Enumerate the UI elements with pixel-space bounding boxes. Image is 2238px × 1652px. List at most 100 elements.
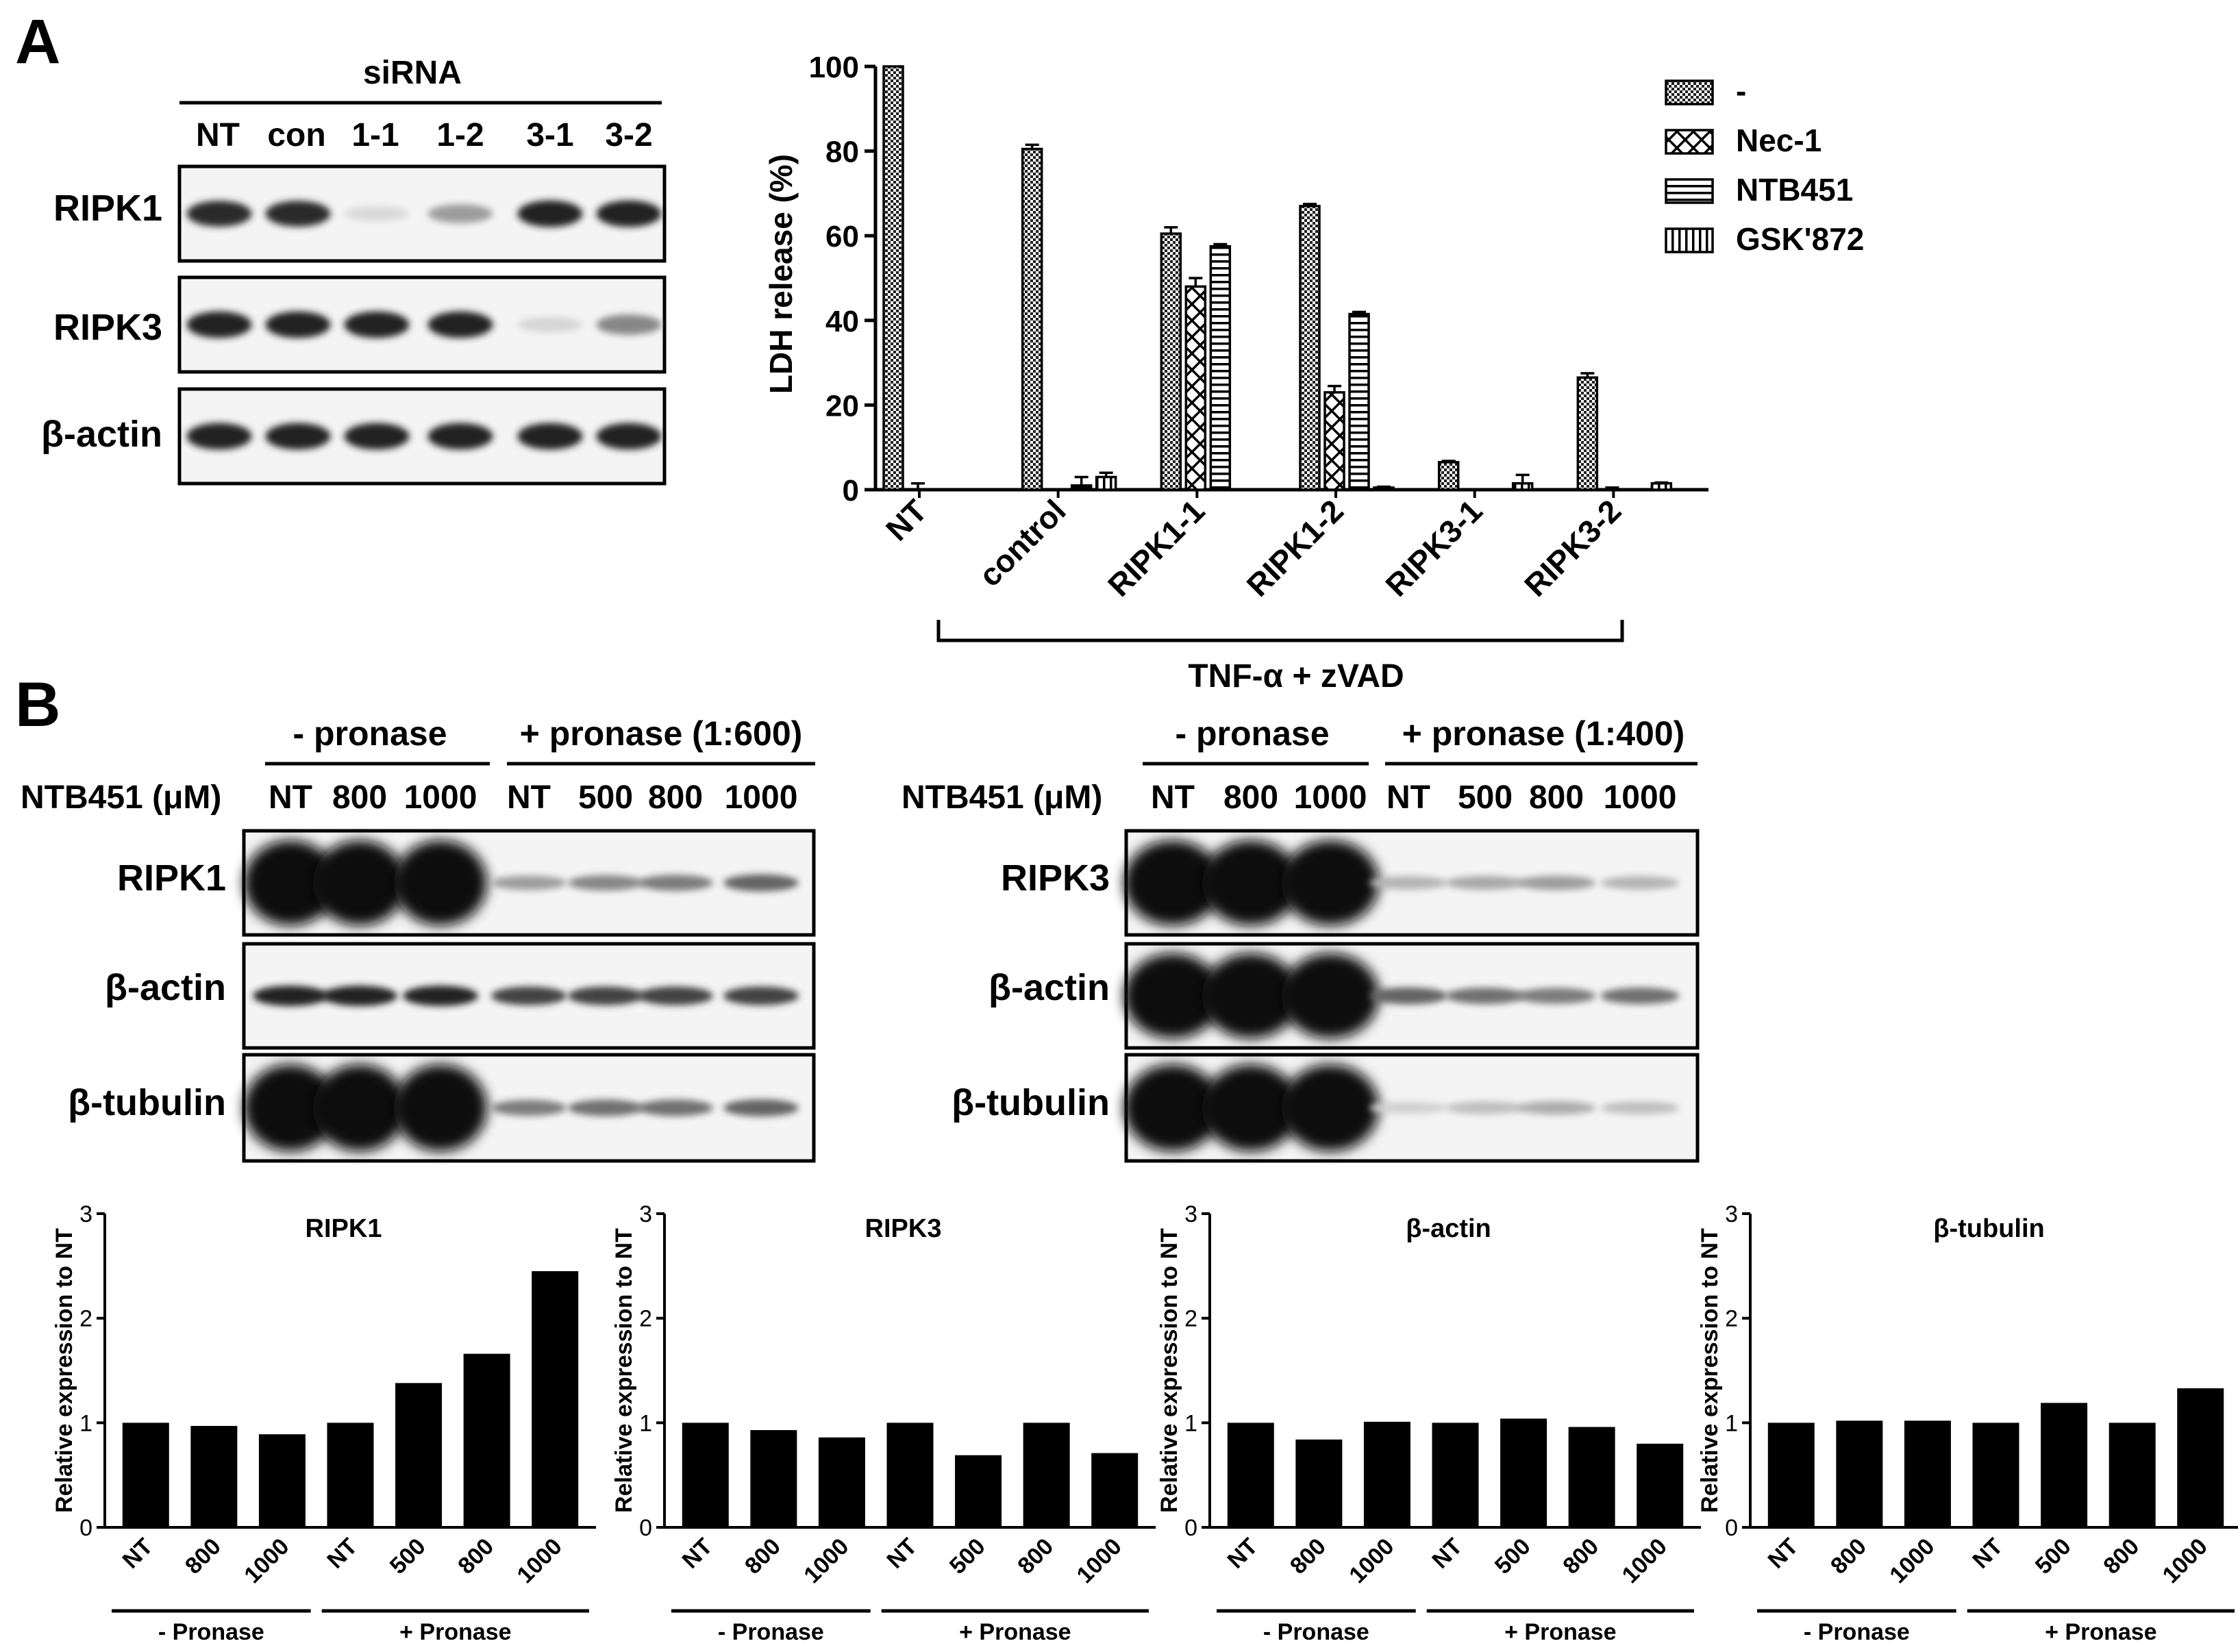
lane-label: 1000 [404, 779, 477, 816]
quant-category-label: NT [322, 1534, 362, 1574]
lane-label: 1-2 [436, 117, 484, 153]
quant-bar [1836, 1421, 1883, 1527]
lane-label: 3-1 [526, 117, 573, 153]
blot-band [1369, 1101, 1448, 1114]
quant-category-label: 1000 [1617, 1534, 1672, 1588]
blot-row-label: RIPK1 [53, 188, 162, 229]
quant-group-label: - Pronase [158, 1619, 264, 1645]
ldh-bar [1299, 205, 1321, 491]
blot-band [638, 986, 713, 1005]
blot-band [393, 1064, 488, 1152]
ldh-bar [1650, 481, 1673, 491]
quant-bar [1904, 1421, 1951, 1527]
quant-group-label: + Pronase [959, 1619, 1071, 1645]
panel-b-letter: B [15, 670, 60, 740]
blot-band [186, 423, 252, 450]
blot-band [265, 201, 331, 227]
quant-y-tick-label: 2 [1184, 1306, 1197, 1332]
quant-category-label: NT [882, 1534, 922, 1574]
ldh-bar [1070, 484, 1093, 491]
quant-group-label: + Pronase [1504, 1619, 1616, 1645]
lane-label: 1000 [1604, 779, 1677, 816]
blot-band [1202, 840, 1300, 926]
blot-band [517, 316, 583, 333]
quant-category-label: 800 [1826, 1534, 1872, 1579]
quant-bar [1227, 1423, 1274, 1527]
blot-row-label: β-tubulin [68, 1082, 226, 1123]
ldh-bar [1437, 461, 1460, 491]
quant-y-tick-label: 3 [1184, 1201, 1197, 1227]
quant-y-axis-label: Relative expression to NT [611, 1228, 637, 1513]
blot-strip [177, 387, 667, 486]
blot-band [427, 204, 493, 223]
group-label: - pronase [293, 714, 447, 753]
quant-y-tick-label: 0 [639, 1515, 652, 1541]
lane-label: NT [1387, 779, 1430, 816]
blot-band [1600, 1101, 1680, 1114]
blot-band [265, 311, 331, 338]
ldh-bar [1511, 481, 1534, 491]
blot-band [568, 1099, 643, 1116]
quant-title: β-tubulin [1933, 1214, 2044, 1243]
quant-category-label: 1000 [799, 1534, 854, 1588]
blot-band [491, 986, 567, 1005]
lane-label: 500 [578, 779, 633, 816]
quant-bar [1972, 1423, 2019, 1527]
quant-y-axis-label: Relative expression to NT [51, 1228, 77, 1513]
blot-band [1202, 953, 1300, 1039]
quant-category-label: 1000 [1885, 1534, 1939, 1588]
ldh-category-label: control [972, 492, 1073, 593]
quant-y-axis-label: Relative expression to NT [1156, 1228, 1182, 1513]
blot-band [1369, 876, 1448, 890]
quant-group-label: - Pronase [1263, 1619, 1369, 1645]
quant-category-label: 800 [2098, 1534, 2144, 1579]
blot-band [568, 875, 643, 891]
ldh-marks: 0 20 40 60 80 100 NT control RIPK1-1 RIPK1-2 RIPK3… [809, 51, 1708, 603]
blot-band [344, 423, 410, 450]
quant-y-tick-label: 2 [1725, 1306, 1738, 1332]
quant-category-label: 500 [1490, 1534, 1536, 1579]
legend-label: GSK'872 [1736, 221, 1864, 257]
ldh-category-label: RIPK1-1 [1101, 492, 1211, 603]
blot-band [723, 986, 799, 1005]
blot-row-label: RIPK3 [1001, 858, 1110, 899]
ldh-y-axis-label: LDH release (%) [763, 154, 799, 394]
panel-b-right-blot: - pronase + pronase (1:400) NTB451 (μM) … [902, 714, 1700, 1163]
lane-label: 1000 [1294, 779, 1367, 816]
blot-band [1281, 1064, 1380, 1152]
quant-bar [1295, 1439, 1343, 1527]
lane-label: 1000 [725, 779, 798, 816]
ldh-category-label: RIPK1-2 [1240, 492, 1350, 603]
quant-bar [1500, 1418, 1547, 1527]
quantification-charts: Relative expression to NT RIPK1 0 1 2 3 NT 800 1… [51, 1201, 2238, 1645]
group-label: + pronase (1:600) [520, 714, 803, 753]
blot-band [1281, 953, 1380, 1039]
quant-y-tick-label: 3 [1725, 1201, 1738, 1227]
quant-y-tick-label: 1 [1184, 1410, 1197, 1436]
quant-bar [1023, 1423, 1070, 1527]
ldh-y-tick-label: 80 [825, 136, 859, 169]
blot-band [517, 200, 583, 227]
quant-category-label: NT [118, 1534, 158, 1574]
blot-band [1517, 1101, 1596, 1115]
blot-band [243, 1064, 338, 1152]
blot-band [1445, 875, 1525, 890]
quant-bar [818, 1437, 865, 1527]
legend-label: - [1736, 73, 1746, 109]
quant-y-tick-label: 0 [79, 1515, 92, 1541]
blot-band [265, 423, 331, 450]
group-label: - pronase [1175, 714, 1329, 753]
ldh-bar [1021, 147, 1043, 491]
quant-group-label: - Pronase [718, 1619, 824, 1645]
quant-category-label: 800 [180, 1534, 226, 1579]
quant-bar [532, 1271, 579, 1527]
quant-y-tick-label: 2 [79, 1306, 92, 1332]
blot-strip [177, 164, 667, 263]
ldh-release-chart: LDH release (%) 0 20 40 60 80 100 NT control RIP… [763, 51, 1864, 694]
blot-band [186, 201, 252, 227]
quant-group-label: + Pronase [399, 1619, 511, 1645]
ldh-bar [1184, 285, 1207, 491]
blot-band [1281, 840, 1380, 926]
blot-band [723, 874, 799, 892]
